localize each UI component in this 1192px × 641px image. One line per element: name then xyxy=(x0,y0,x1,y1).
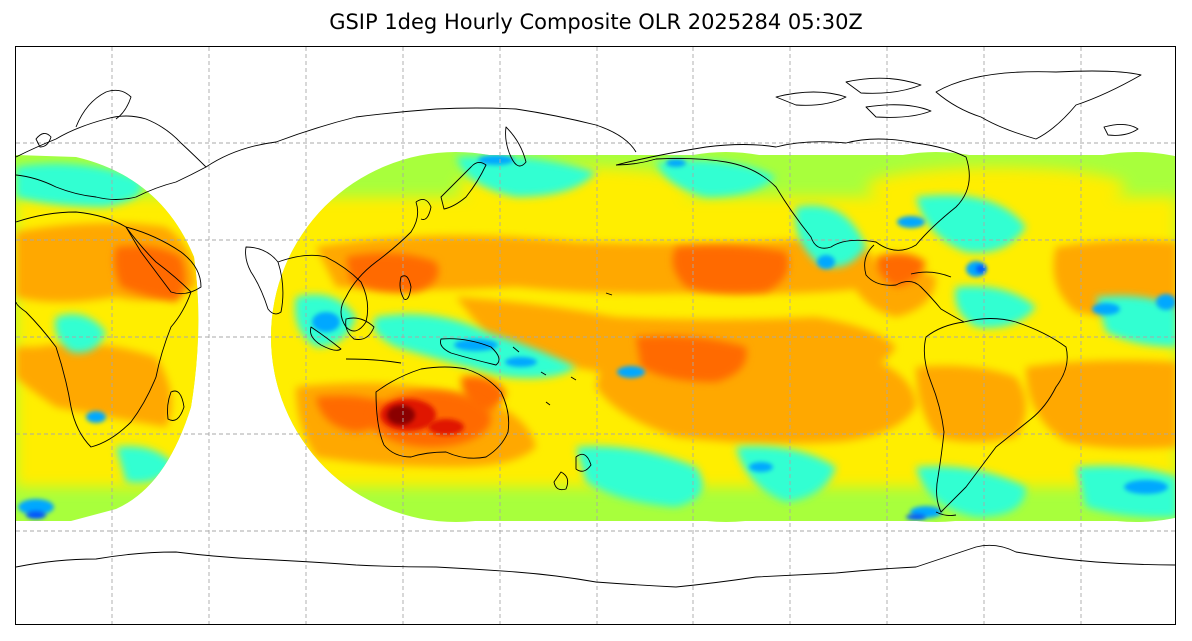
map-frame xyxy=(15,46,1176,625)
olr-field xyxy=(16,152,1175,522)
australia-olr-maximum xyxy=(371,391,491,447)
olr-map xyxy=(16,47,1175,624)
graticule xyxy=(16,47,1175,624)
coastlines xyxy=(16,70,1175,588)
figure-title: GSIP 1deg Hourly Composite OLR 2025284 0… xyxy=(329,10,863,34)
